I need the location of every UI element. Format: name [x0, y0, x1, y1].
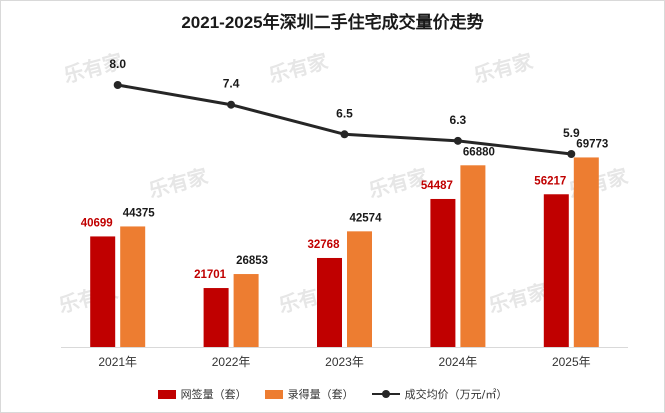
bar-value-label: 54487: [421, 180, 453, 192]
legend-swatch-avg-price: [371, 389, 400, 399]
bar-signed: [317, 257, 342, 347]
avg-price-point: [340, 130, 349, 139]
avg-price-point: [567, 150, 576, 158]
bar-recorded: [120, 226, 146, 347]
avg-price-point: [453, 136, 462, 145]
legend-item-recorded: 录得量（套）: [264, 386, 354, 402]
bar-recorded: [460, 165, 486, 347]
legend-label-avg-price: 成交均价（万元/㎡）: [404, 388, 508, 401]
bar-recorded: [573, 157, 599, 347]
x-tick-label: 2024年: [439, 355, 478, 369]
bar-value-label: 21701: [194, 269, 227, 281]
legend-swatch-signed: [157, 389, 176, 399]
watermark-logo: 乐有家: [486, 279, 551, 318]
chart-legend: 网签量（套） 录得量（套） 成交均价（万元/㎡）: [0, 386, 665, 402]
bar-value-label: 66880: [463, 146, 495, 158]
avg-price-point: [227, 100, 236, 109]
chart-title: 2021-2025年深圳二手住宅成交量价走势: [181, 13, 484, 32]
watermark-logo: 乐有家: [471, 49, 536, 88]
x-tick-label: 2022年: [212, 355, 251, 369]
avg-price-label: 7.4: [223, 77, 240, 91]
legend-label-recorded: 录得量（套）: [287, 388, 354, 401]
bar-value-label: 56217: [534, 175, 566, 187]
bar-value-label: 40699: [81, 217, 113, 229]
bar-value-label: 26853: [236, 255, 268, 267]
x-tick-label: 2025年: [552, 355, 591, 369]
legend-label-signed: 网签量（套）: [180, 388, 247, 401]
x-tick-label: 2021年: [98, 355, 137, 369]
bar-signed: [203, 288, 229, 347]
bar-value-label: 32768: [308, 239, 341, 251]
bar-recorded: [233, 274, 259, 347]
bar-value-label: 44375: [123, 207, 156, 219]
avg-price-label: 5.9: [563, 126, 580, 140]
bar-signed: [90, 236, 116, 347]
legend-item-signed: 网签量（套）: [157, 386, 247, 402]
watermark-logo: 乐有家: [146, 164, 211, 203]
bar-signed: [543, 194, 569, 347]
bar-recorded: [347, 231, 372, 347]
avg-price-label: 6.3: [450, 113, 467, 127]
legend-item-avg-price: 成交均价（万元/㎡）: [371, 386, 508, 402]
x-tick-label: 2023年: [325, 355, 364, 369]
bar-value-label: 42574: [350, 212, 383, 224]
avg-price-label: 8.0: [109, 57, 126, 71]
watermark-logo: 乐有家: [266, 49, 331, 88]
avg-price-label: 6.5: [336, 106, 353, 120]
legend-swatch-recorded: [264, 389, 283, 399]
bar-value-label: 69773: [576, 138, 608, 150]
bar-signed: [430, 198, 456, 347]
avg-price-point: [113, 81, 122, 89]
